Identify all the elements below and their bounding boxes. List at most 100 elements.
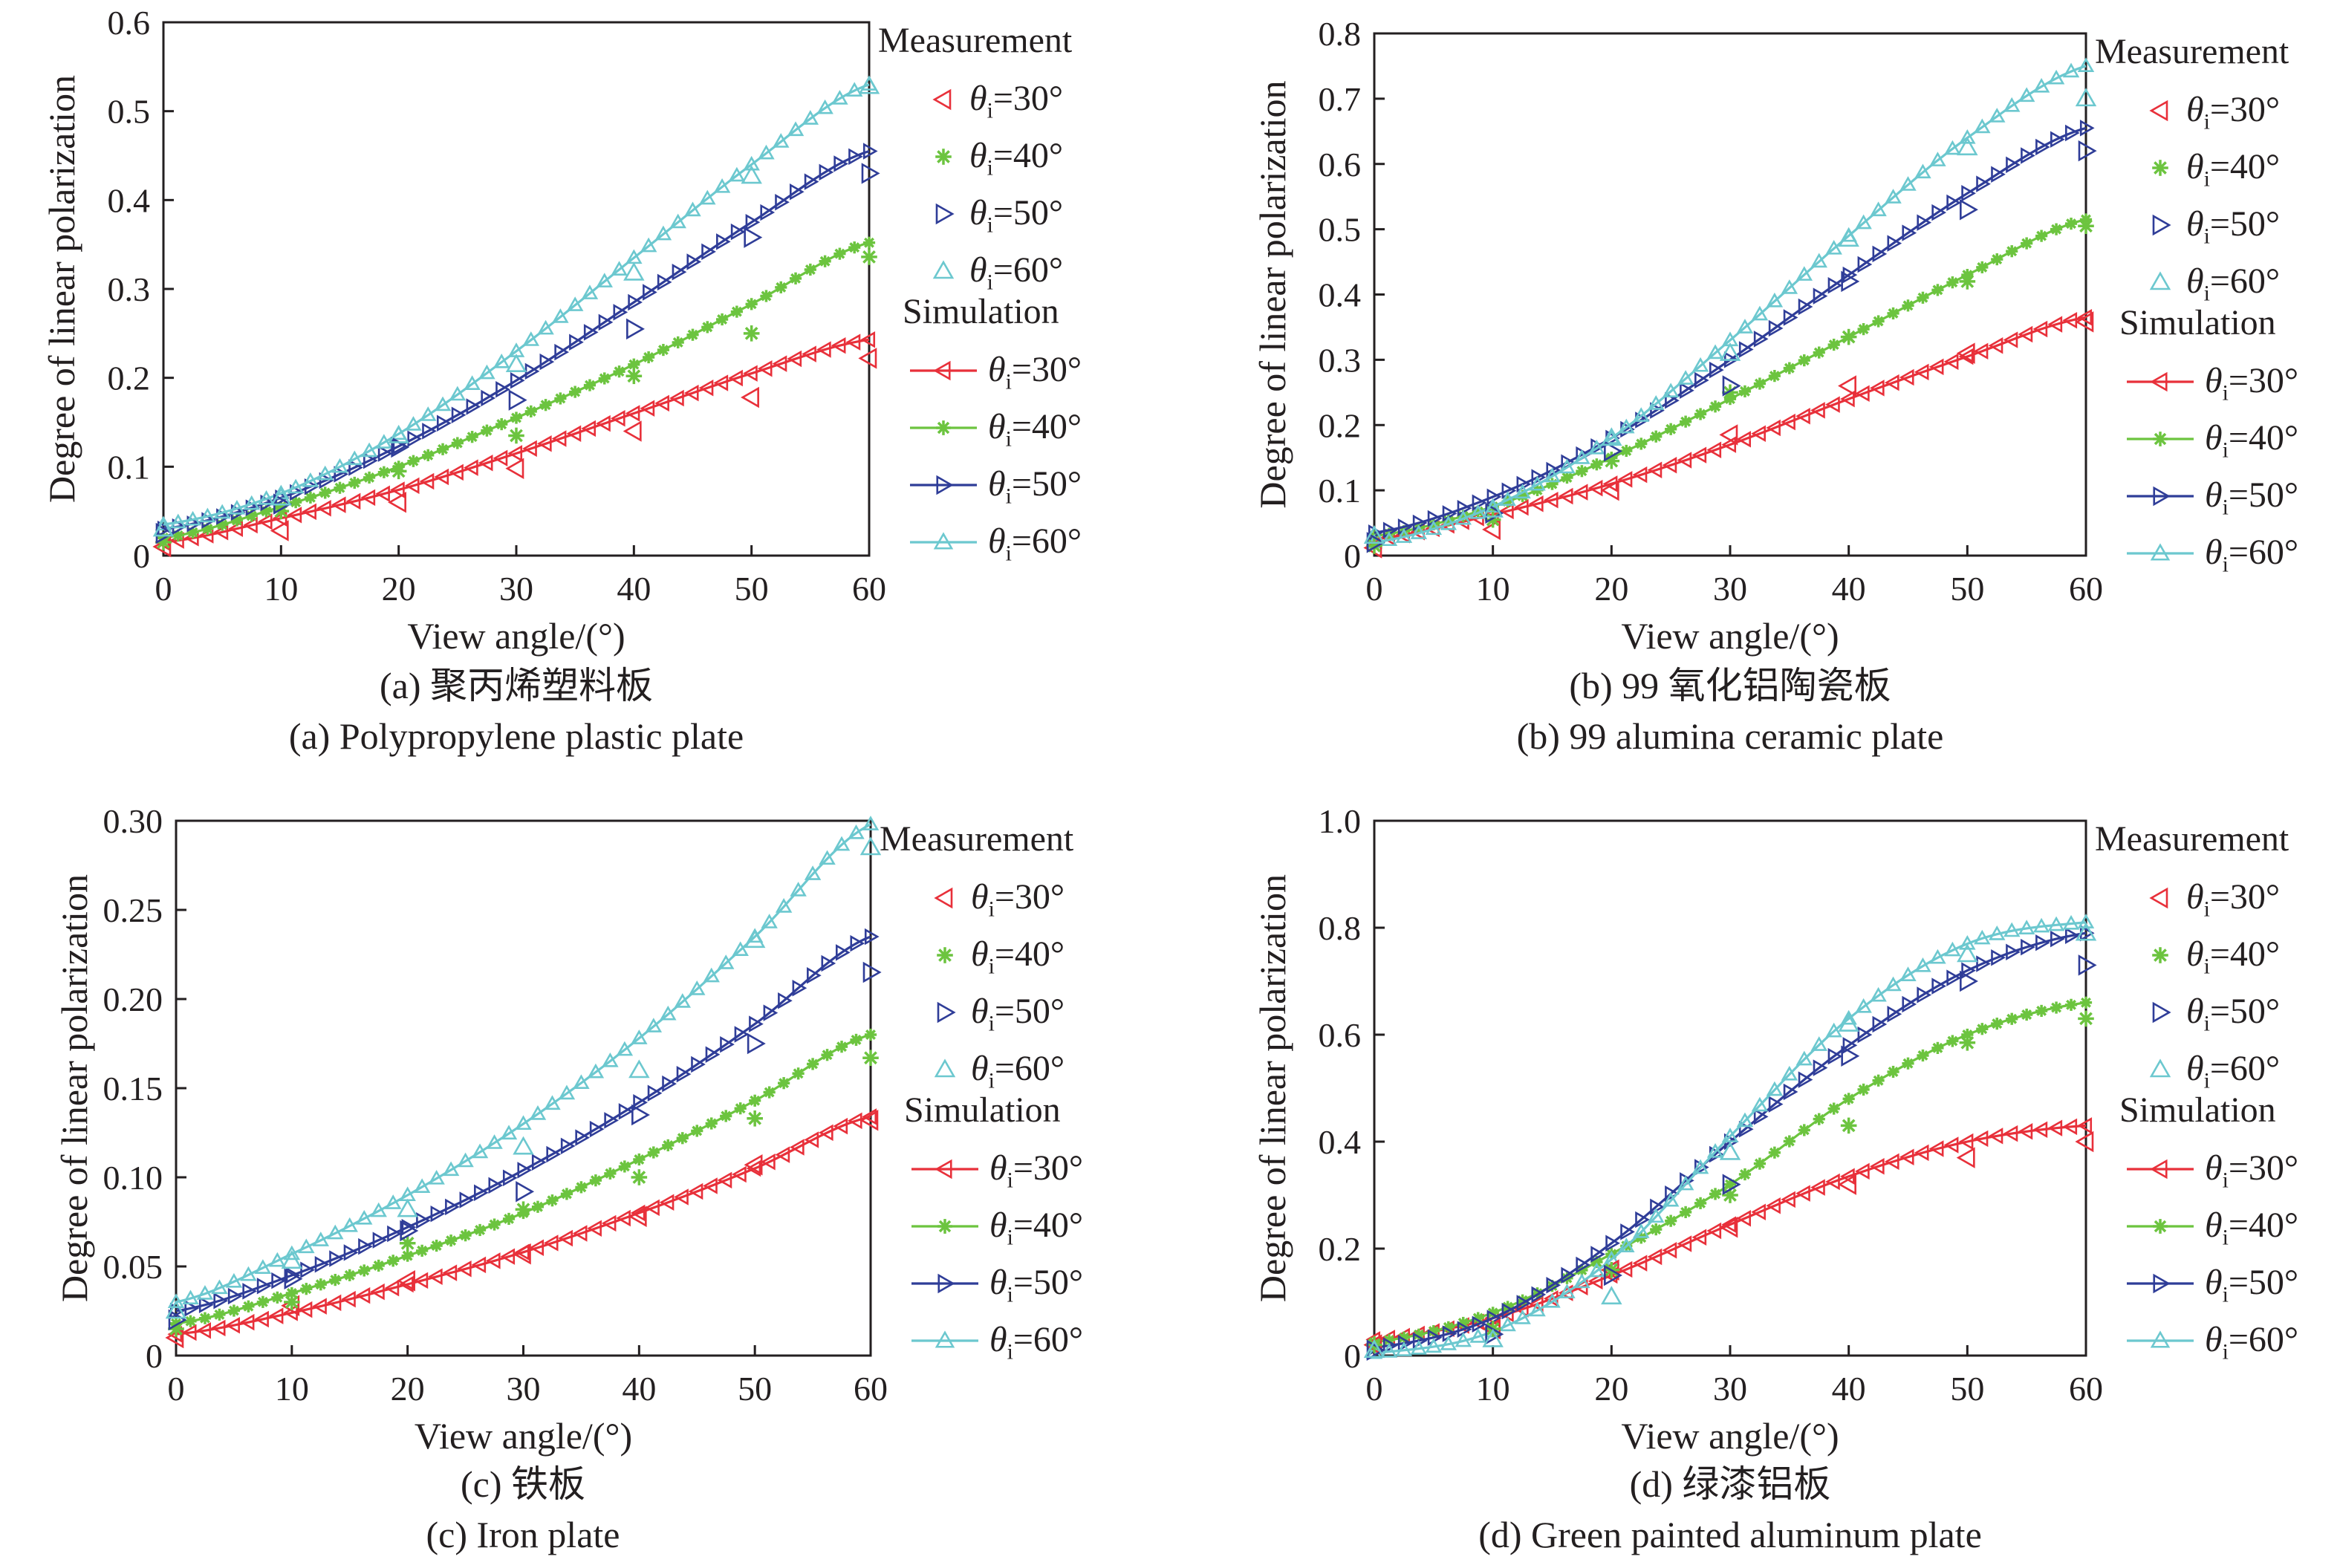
simulation-marker [1694, 371, 1709, 389]
simulation-marker [604, 1112, 619, 1129]
simulation-marker [1620, 1223, 1635, 1240]
simulation-marker [660, 1005, 677, 1021]
legend-simulation-marker [935, 1159, 952, 1180]
simulation-marker [789, 1139, 805, 1156]
measurement-point [631, 1169, 648, 1185]
simulation-marker [802, 110, 819, 125]
simulation-marker [531, 1154, 547, 1171]
simulation-marker [1914, 957, 1931, 972]
simulation-marker [1857, 256, 1873, 273]
simulation-marker [566, 296, 584, 311]
simulation-marker [2021, 147, 2035, 164]
simulation-marker [1425, 520, 1443, 536]
simulation-marker [312, 1232, 330, 1246]
simulation-marker [2018, 920, 2035, 934]
x-tick-label: 10 [264, 570, 298, 608]
simulation-marker [1931, 204, 1947, 221]
simulation-marker [1783, 362, 1795, 374]
simulation-marker [348, 476, 361, 489]
simulation-marker [1543, 491, 1559, 509]
measurement-point [2075, 1131, 2094, 1153]
legend-simulation-label: θi=30° [988, 350, 1082, 394]
legend-measurement-marker [934, 1058, 956, 1078]
simulation-marker [749, 1015, 764, 1032]
simulation-marker [1976, 955, 1991, 972]
simulation-marker [1958, 348, 1974, 365]
simulation-marker [1736, 1112, 1754, 1128]
simulation-marker [290, 496, 302, 509]
measurement-series-3 [1363, 922, 2097, 1359]
simulation-marker [413, 1272, 429, 1289]
simulation-marker [1677, 370, 1694, 385]
simulation-marker [268, 1307, 284, 1324]
simulation-marker [819, 850, 836, 865]
simulation-marker [302, 472, 319, 487]
simulation-marker [1768, 370, 1781, 383]
simulation-marker [522, 331, 540, 346]
simulation-marker [686, 328, 699, 341]
simulation-marker [1559, 1284, 1576, 1298]
simulation-marker [1902, 224, 1917, 241]
x-tick-label: 0 [1366, 570, 1383, 608]
measurement-point [397, 1269, 415, 1292]
simulation-marker [1870, 986, 1887, 1002]
caption-en: (d) Green painted aluminum plate [1478, 1514, 1982, 1555]
simulation-marker [346, 450, 363, 466]
simulation-marker [583, 324, 599, 341]
legend-simulation-marker [936, 475, 954, 495]
simulation-marker [806, 1058, 819, 1070]
simulation-marker [2047, 1119, 2063, 1136]
simulation-marker [835, 944, 851, 961]
simulation-marker [256, 1295, 269, 1308]
simulation-marker [1573, 1273, 1590, 1289]
y-tick-label: 0.4 [108, 181, 151, 219]
simulation-marker [821, 1049, 833, 1061]
simulation-marker [558, 1084, 576, 1100]
simulation-marker [254, 1259, 272, 1274]
simulation-marker [1380, 1343, 1398, 1358]
simulation-marker [778, 1077, 790, 1090]
legend-measurement-label: θi=40° [2186, 147, 2280, 192]
simulation-marker [464, 459, 478, 476]
x-axis-label: View angle/(°) [1621, 1415, 1839, 1457]
measurement-point [1960, 199, 1978, 221]
simulation-marker [1425, 1338, 1443, 1353]
simulation-marker [698, 380, 714, 397]
measurement-point [631, 1104, 650, 1126]
simulation-marker [1602, 475, 1618, 492]
measurement-point [513, 1136, 534, 1155]
simulation-marker [271, 1291, 284, 1304]
simulation-marker [375, 485, 390, 503]
legend-measurement-marker [937, 1001, 956, 1024]
measurement-point [397, 1198, 418, 1217]
simulation-marker [2021, 237, 2033, 250]
simulation-marker [2050, 131, 2065, 148]
simulation-series-2 [1368, 924, 2095, 1356]
simulation-marker [701, 321, 714, 334]
legend-measurement-title: Measurement [878, 21, 1073, 60]
simulation-marker [657, 273, 672, 291]
simulation-marker [787, 121, 805, 137]
simulation-marker [601, 1214, 617, 1232]
legend-measurement-label: θi=50° [2186, 204, 2280, 249]
x-tick-label: 60 [854, 1370, 888, 1408]
y-axis-label: Degree of linear polarization [53, 874, 95, 1302]
simulation-marker [566, 425, 582, 442]
simulation-marker [1455, 1332, 1472, 1347]
simulation-marker [730, 223, 746, 241]
simulation-marker [598, 313, 614, 331]
simulation-marker [269, 1252, 286, 1267]
legend-simulation-title: Simulation [903, 292, 1059, 331]
simulation-marker [2006, 156, 2021, 174]
simulation-marker [213, 1292, 229, 1310]
simulation-marker [575, 1181, 588, 1194]
measurement-series-2 [1366, 140, 2097, 553]
simulation-marker [539, 399, 552, 411]
simulation-marker [1706, 441, 1722, 458]
measurement-point [1838, 1012, 1859, 1032]
simulation-marker [360, 442, 378, 458]
simulation-marker [1961, 185, 1976, 202]
simulation-marker [1899, 176, 1917, 191]
simulation-marker [1736, 1209, 1752, 1227]
simulation-marker [1872, 1015, 1888, 1033]
